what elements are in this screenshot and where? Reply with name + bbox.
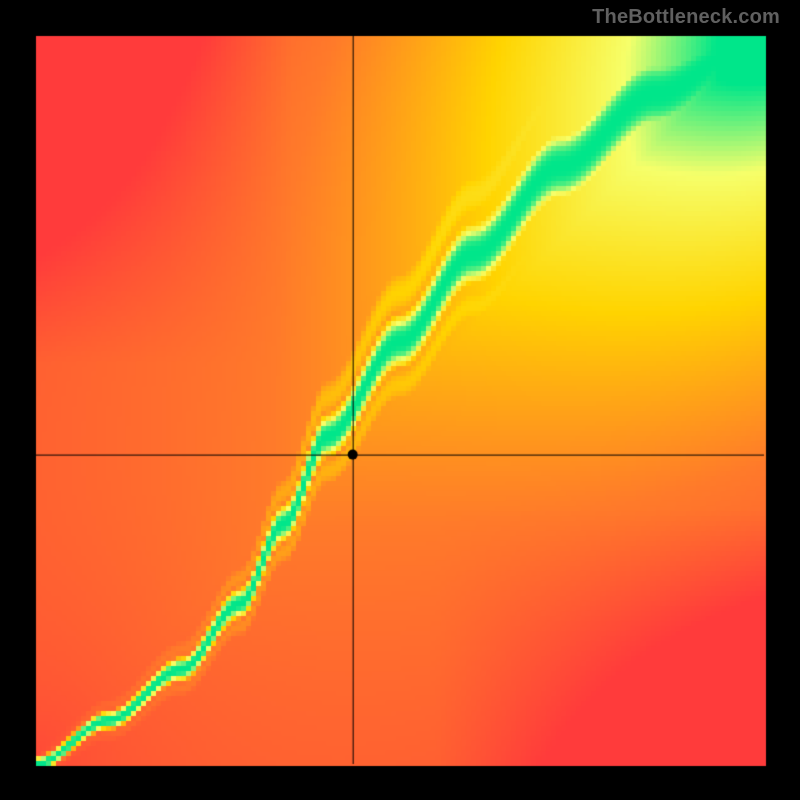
watermark-text: TheBottleneck.com <box>592 6 780 29</box>
chart-container: TheBottleneck.com <box>0 0 800 800</box>
bottleneck-heatmap <box>0 0 800 800</box>
